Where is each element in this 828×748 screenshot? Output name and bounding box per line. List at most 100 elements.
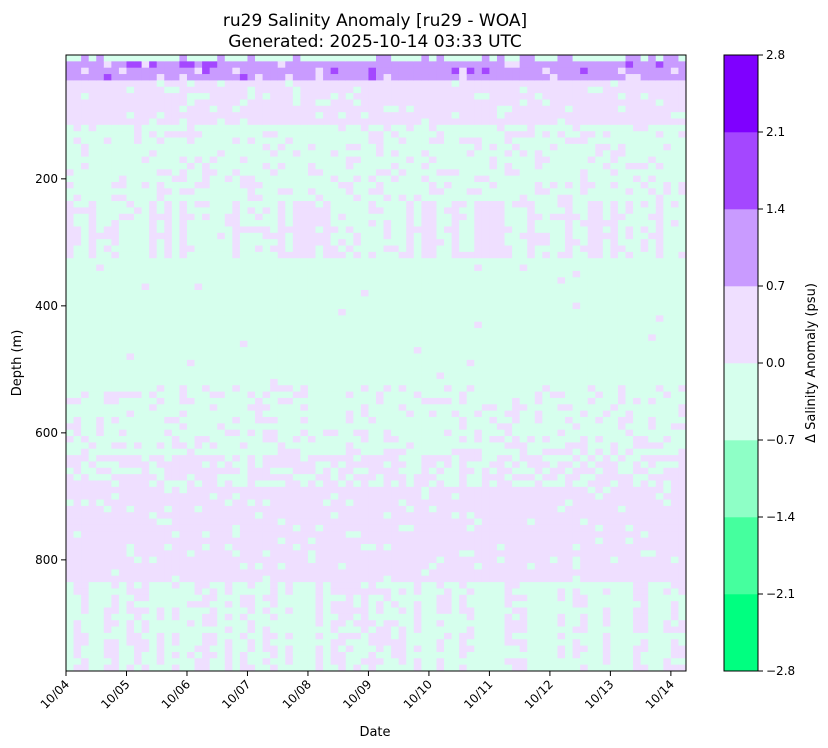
heatmap-cell <box>134 436 143 443</box>
heatmap-cell <box>186 201 195 208</box>
heatmap-cell <box>451 245 460 253</box>
heatmap-cell <box>202 505 211 513</box>
heatmap-cell <box>292 531 301 539</box>
heatmap-cell <box>391 112 400 119</box>
heatmap-cell <box>96 442 105 450</box>
heatmap-cell <box>126 493 135 500</box>
heatmap-cell <box>164 347 173 354</box>
heatmap-cell <box>149 302 158 310</box>
heatmap-cell <box>179 277 188 285</box>
heatmap-cell <box>224 550 233 558</box>
heatmap-cell <box>406 575 415 583</box>
heatmap-cell <box>209 556 218 564</box>
heatmap-cell <box>111 105 120 113</box>
heatmap-cell <box>428 455 437 462</box>
heatmap-cell <box>88 296 97 304</box>
heatmap-cell <box>134 480 143 488</box>
heatmap-cell <box>96 258 105 265</box>
heatmap-cell <box>413 118 422 126</box>
heatmap-cell <box>88 448 97 456</box>
heatmap-cell <box>88 150 97 158</box>
heatmap-cell <box>179 309 188 316</box>
heatmap-cell <box>428 448 437 456</box>
heatmap-cell <box>134 340 143 348</box>
heatmap-cell <box>118 99 127 107</box>
heatmap-cell <box>428 378 437 386</box>
heatmap-cell <box>444 359 453 367</box>
heatmap-cell <box>376 499 384 507</box>
heatmap-cell <box>277 283 286 291</box>
heatmap-cell <box>232 607 241 615</box>
heatmap-cell <box>353 302 362 310</box>
heatmap-cell <box>436 448 445 456</box>
heatmap-cell <box>277 302 286 310</box>
heatmap-cell <box>111 93 120 100</box>
heatmap-cell <box>428 220 437 227</box>
heatmap-cell <box>406 137 415 145</box>
heatmap-cell <box>73 410 82 418</box>
heatmap-cell <box>186 328 195 335</box>
heatmap-cell <box>209 93 218 100</box>
heatmap-cell <box>224 169 233 177</box>
heatmap-cell <box>323 461 332 469</box>
heatmap-cell <box>118 543 127 551</box>
heatmap-cell <box>134 201 143 208</box>
heatmap-cell <box>353 239 362 246</box>
heatmap-cell <box>134 353 143 361</box>
heatmap-cell <box>164 340 173 348</box>
heatmap-cell <box>323 150 332 158</box>
heatmap-cell <box>398 404 407 412</box>
heatmap-cell <box>398 61 407 69</box>
heatmap-cell <box>149 518 158 526</box>
heatmap-cell <box>239 645 248 653</box>
heatmap-cell <box>141 378 150 386</box>
heatmap-cell <box>406 226 415 234</box>
heatmap-cell <box>300 620 309 627</box>
heatmap-cell <box>239 99 248 107</box>
heatmap-cell <box>156 296 165 304</box>
heatmap-cell <box>330 302 339 310</box>
heatmap-cell <box>247 550 256 558</box>
heatmap-cell <box>262 556 271 564</box>
heatmap-cell <box>368 302 377 310</box>
heatmap-cell <box>315 436 324 443</box>
heatmap-cell <box>149 93 158 100</box>
heatmap-cell <box>398 569 407 577</box>
heatmap-cell <box>88 188 97 196</box>
heatmap-cell <box>126 626 135 634</box>
heatmap-cell <box>171 74 180 81</box>
heatmap-cell <box>315 404 324 412</box>
heatmap-cell <box>232 143 241 151</box>
heatmap-cell <box>96 315 105 323</box>
heatmap-cell <box>270 512 279 519</box>
heatmap-cell <box>391 118 400 126</box>
heatmap-cell <box>209 150 218 158</box>
heatmap-cell <box>103 143 112 151</box>
heatmap-cell <box>307 251 316 259</box>
heatmap-cell <box>156 582 165 589</box>
heatmap-cell <box>164 423 173 431</box>
heatmap-cell <box>421 404 430 412</box>
heatmap-cell <box>345 524 354 532</box>
heatmap-cell <box>307 86 316 94</box>
heatmap-cell <box>368 99 377 107</box>
heatmap-cell <box>171 188 180 196</box>
heatmap-cell <box>66 658 74 666</box>
heatmap-cell <box>406 455 415 462</box>
heatmap-cell <box>224 277 233 285</box>
heatmap-cell <box>376 569 384 577</box>
heatmap-cell <box>232 505 241 513</box>
heatmap-cell <box>330 626 339 634</box>
heatmap-cell <box>391 99 400 107</box>
heatmap-cell <box>368 162 377 170</box>
heatmap-cell <box>88 162 97 170</box>
heatmap-cell <box>232 309 241 316</box>
heatmap-cell <box>307 328 316 335</box>
heatmap-cell <box>66 505 74 513</box>
heatmap-cell <box>300 169 309 177</box>
heatmap-cell <box>292 505 301 513</box>
heatmap-cell <box>186 309 195 316</box>
heatmap-cell <box>421 251 430 259</box>
heatmap-cell <box>285 423 294 431</box>
heatmap-cell <box>315 80 324 88</box>
